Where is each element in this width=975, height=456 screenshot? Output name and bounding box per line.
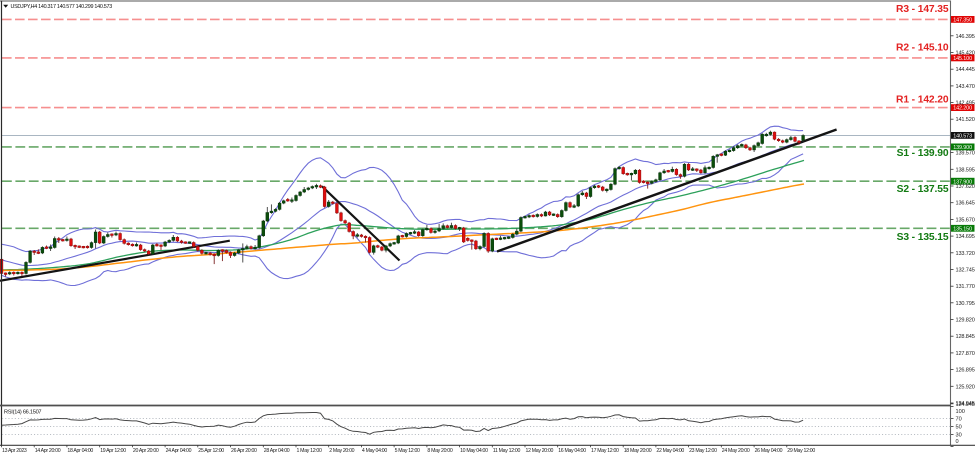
svg-text:16 May 04:00: 16 May 04:00 — [558, 448, 586, 454]
svg-text:22 May 04:00: 22 May 04:00 — [656, 448, 684, 454]
svg-text:125.920: 125.920 — [956, 384, 975, 390]
svg-text:127.870: 127.870 — [956, 351, 975, 357]
svg-text:144.445: 144.445 — [956, 67, 975, 73]
svg-text:S2 - 137.55: S2 - 137.55 — [897, 184, 949, 195]
svg-text:4 May 04:00: 4 May 04:00 — [362, 448, 387, 454]
svg-text:14 Apr 20:00: 14 Apr 20:00 — [35, 448, 61, 454]
svg-text:100: 100 — [956, 409, 965, 415]
svg-text:145.420: 145.420 — [956, 51, 975, 57]
svg-text:8 May 20:00: 8 May 20:00 — [427, 448, 452, 454]
svg-text:50: 50 — [956, 424, 962, 430]
svg-text:133.720: 133.720 — [956, 251, 975, 257]
svg-text:13 Apr 2023: 13 Apr 2023 — [2, 448, 27, 454]
svg-text:S1 - 139.90: S1 - 139.90 — [897, 148, 949, 159]
svg-text:147.350: 147.350 — [953, 18, 972, 24]
svg-text:136.645: 136.645 — [956, 201, 975, 207]
svg-text:R2 - 145.10: R2 - 145.10 — [896, 43, 949, 54]
svg-text:126.895: 126.895 — [956, 368, 975, 374]
svg-text:25 Apr 12:00: 25 Apr 12:00 — [198, 448, 224, 454]
svg-text:USDJPY,H4 140.317 140.577 140: USDJPY,H4 140.317 140.577 140.299 140.57… — [11, 4, 113, 10]
svg-text:26 May 04:00: 26 May 04:00 — [755, 448, 783, 454]
svg-text:135.670: 135.670 — [956, 217, 975, 223]
svg-text:11 May 12:00: 11 May 12:00 — [493, 448, 521, 454]
svg-text:140.573: 140.573 — [953, 134, 972, 140]
svg-text:141.520: 141.520 — [956, 117, 975, 123]
svg-text:29 May 12:00: 29 May 12:00 — [787, 448, 815, 454]
svg-text:139.900: 139.900 — [953, 145, 972, 151]
svg-text:70: 70 — [956, 416, 962, 422]
svg-text:5 May 12:00: 5 May 12:00 — [395, 448, 420, 454]
svg-text:24 May 20:00: 24 May 20:00 — [722, 448, 750, 454]
svg-text:R3 - 147.35: R3 - 147.35 — [896, 4, 949, 15]
svg-text:19 Apr 12:00: 19 Apr 12:00 — [100, 448, 126, 454]
svg-text:124.945: 124.945 — [956, 401, 975, 407]
svg-text:137.900: 137.900 — [953, 179, 972, 185]
svg-text:142.495: 142.495 — [956, 101, 975, 107]
svg-text:2 May 20:00: 2 May 20:00 — [329, 448, 354, 454]
svg-text:1 May 12:00: 1 May 12:00 — [297, 448, 322, 454]
svg-text:124.945: 124.945 — [956, 402, 975, 408]
svg-text:17 May 12:00: 17 May 12:00 — [591, 448, 619, 454]
svg-text:S3 - 135.15: S3 - 135.15 — [897, 232, 949, 243]
svg-text:135.150: 135.150 — [953, 226, 972, 232]
svg-text:0: 0 — [956, 439, 959, 445]
svg-text:28 Apr 04:00: 28 Apr 04:00 — [264, 448, 290, 454]
svg-text:10 May 04:00: 10 May 04:00 — [460, 448, 488, 454]
svg-text:143.470: 143.470 — [956, 84, 975, 90]
svg-text:26 Apr 20:00: 26 Apr 20:00 — [231, 448, 257, 454]
svg-text:137.620: 137.620 — [956, 184, 975, 190]
svg-text:132.745: 132.745 — [956, 268, 975, 274]
svg-text:30: 30 — [956, 432, 962, 438]
svg-text:20 Apr 20:00: 20 Apr 20:00 — [133, 448, 159, 454]
svg-text:RSI(14) 66.1507: RSI(14) 66.1507 — [4, 409, 41, 415]
svg-text:146.395: 146.395 — [956, 34, 975, 40]
svg-text:145.100: 145.100 — [953, 56, 972, 62]
svg-text:18 May 20:00: 18 May 20:00 — [624, 448, 652, 454]
svg-text:129.820: 129.820 — [956, 318, 975, 324]
svg-text:131.770: 131.770 — [956, 284, 975, 290]
svg-text:130.795: 130.795 — [956, 301, 975, 307]
svg-text:134.695: 134.695 — [956, 234, 975, 240]
svg-text:139.570: 139.570 — [956, 151, 975, 157]
svg-text:24 Apr 04:00: 24 Apr 04:00 — [166, 448, 192, 454]
svg-text:128.845: 128.845 — [956, 334, 975, 340]
svg-text:12 May 20:00: 12 May 20:00 — [526, 448, 554, 454]
svg-text:142.200: 142.200 — [953, 106, 972, 112]
svg-text:23 May 12:00: 23 May 12:00 — [689, 448, 717, 454]
svg-text:R1 - 142.20: R1 - 142.20 — [896, 94, 949, 105]
svg-text:138.595: 138.595 — [956, 167, 975, 173]
svg-text:18 Apr 04:00: 18 Apr 04:00 — [67, 448, 93, 454]
